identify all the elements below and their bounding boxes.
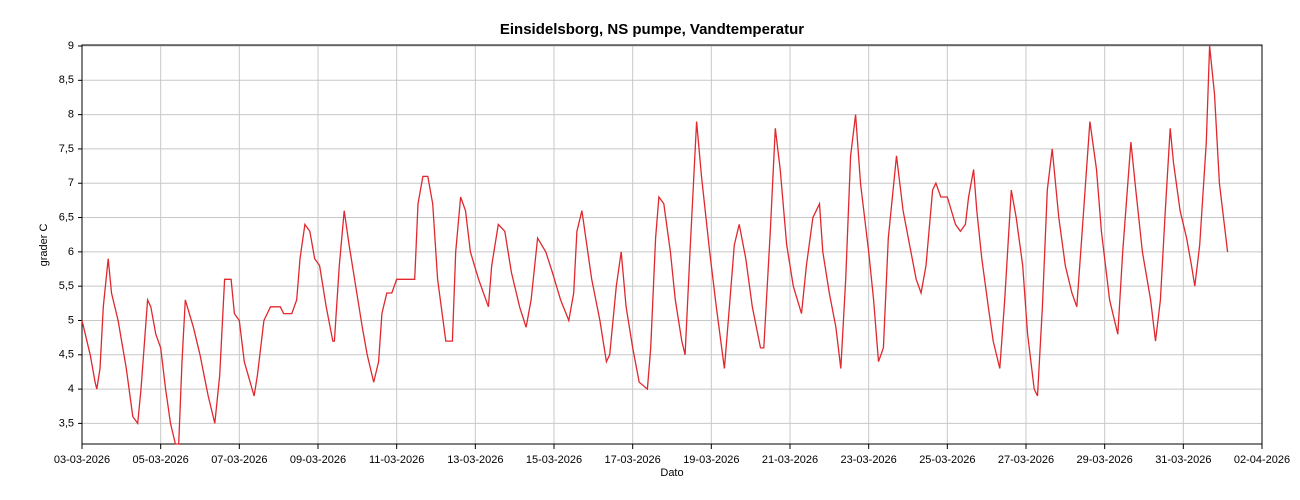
y-tick-label: 8 — [68, 109, 74, 121]
x-tick-label: 27-03-2026 — [998, 454, 1054, 466]
x-tick-label: 13-03-2026 — [447, 454, 503, 466]
x-tick-label: 07-03-2026 — [211, 454, 267, 466]
y-tick-label: 3,5 — [59, 417, 74, 429]
x-tick-label: 09-03-2026 — [290, 454, 346, 466]
y-tick-label: 5 — [68, 314, 74, 326]
x-tick-label: 11-03-2026 — [369, 454, 424, 466]
x-tick-label: 02-04-2026 — [1234, 454, 1290, 466]
x-tick-label: 21-03-2026 — [762, 454, 818, 466]
x-tick-label: 19-03-2026 — [683, 454, 739, 466]
y-tick-label: 4 — [68, 383, 74, 395]
chart-title: Einsidelsborg, NS pumpe, Vandtemperatur — [500, 21, 804, 38]
x-tick-label: 29-03-2026 — [1077, 454, 1133, 466]
x-tick-label: 03-03-2026 — [54, 454, 110, 466]
x-tick-label: 31-03-2026 — [1155, 454, 1211, 466]
y-tick-label: 4,5 — [59, 349, 74, 361]
line — [81, 45, 1229, 445]
y-tick-label: 8,5 — [59, 74, 74, 86]
x-tick-label: 05-03-2026 — [133, 454, 189, 466]
y-tick-label: 9 — [68, 40, 74, 52]
y-tick-label: 5,5 — [59, 280, 74, 292]
x-tick-label: 17-03-2026 — [605, 454, 661, 466]
y-tick-label: 7,5 — [59, 143, 74, 155]
y-tick-label: 6 — [68, 246, 74, 258]
x-tick-label: 23-03-2026 — [841, 454, 897, 466]
x-axis-label: Dato — [660, 467, 683, 479]
x-tick-label: 15-03-2026 — [526, 454, 582, 466]
plot-frame — [81, 44, 1263, 445]
y-axis-label: grader C — [38, 224, 50, 267]
y-tick-label: 6,5 — [59, 211, 74, 223]
x-tick-label: 25-03-2026 — [919, 454, 975, 466]
y-tick-label: 7 — [68, 177, 74, 189]
